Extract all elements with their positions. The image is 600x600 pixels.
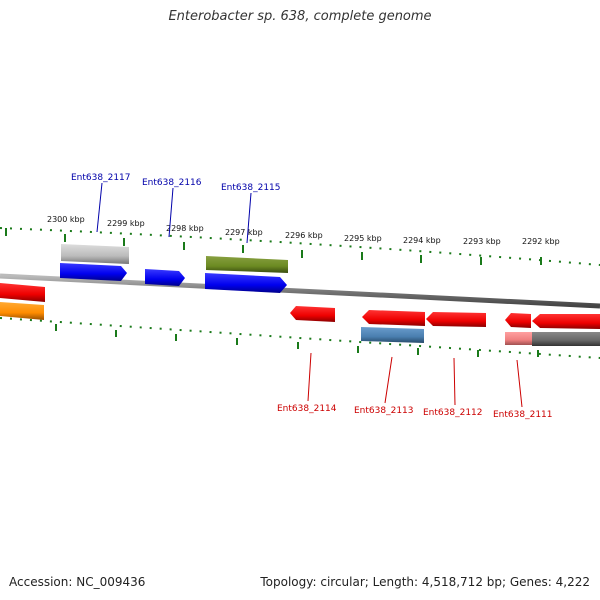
scale-label: 2300 kbp <box>47 215 85 224</box>
scale-label: 2293 kbp <box>463 237 501 246</box>
gene-arrow-ent638-2113 <box>362 310 425 326</box>
gene-arrow-ent638-2112 <box>426 312 486 327</box>
map-title: Enterobacter sp. 638, complete genome <box>168 9 432 24</box>
scale-label: 2297 kbp <box>225 228 263 237</box>
gene-label: Ent638_2112 <box>423 408 483 418</box>
gene-arrow-right-red <box>532 314 600 329</box>
bottom-label-leaders <box>307 352 523 408</box>
outer-major-ticks <box>5 228 542 265</box>
top-label-leaders <box>96 182 252 244</box>
bottom-gene-labels: Ent638_2114 Ent638_2113 Ent638_2112 Ent6… <box>277 404 553 420</box>
gene-arrow-left-orange <box>0 302 44 320</box>
scale-label: 2292 kbp <box>522 237 560 246</box>
scale-label: 2296 kbp <box>285 231 323 240</box>
inner-scale-dots <box>0 317 600 359</box>
gene-arrow-ent638-2114 <box>290 306 335 322</box>
gene-arrow-ent638-2117 <box>60 263 127 281</box>
gene-arrow-left-red <box>0 283 45 302</box>
scale-label: 2299 kbp <box>107 219 145 228</box>
outer-scale-dots <box>0 227 600 266</box>
gene-arrow-ent638-2115 <box>205 273 287 293</box>
gene-label: Ent638_2115 <box>221 183 281 193</box>
feature-grey <box>61 244 129 264</box>
gene-label: Ent638_2117 <box>71 173 131 183</box>
feature-dark-grey <box>532 332 600 346</box>
feature-pink <box>505 332 532 345</box>
scale-label: 2295 kbp <box>344 234 382 243</box>
scale-label: 2298 kbp <box>166 224 204 233</box>
top-gene-labels: Ent638_2117 Ent638_2116 Ent638_2115 <box>71 173 281 193</box>
gene-label: Ent638_2111 <box>493 410 553 420</box>
gene-arrow-ent638-2111 <box>505 313 531 328</box>
inner-major-ticks <box>55 324 539 357</box>
genome-summary-text: Topology: circular; Length: 4,518,712 bp… <box>260 575 590 589</box>
gene-label: Ent638_2114 <box>277 404 337 414</box>
gene-arrow-ent638-2116 <box>145 269 185 286</box>
genome-backbone <box>0 273 600 309</box>
scale-label: 2294 kbp <box>403 236 441 245</box>
accession-text: Accession: NC_009436 <box>9 575 146 589</box>
plus-strand-track <box>0 244 288 320</box>
minus-strand-track <box>290 306 600 346</box>
feature-steel <box>361 327 424 343</box>
scale-labels: 2300 kbp 2299 kbp 2298 kbp 2297 kbp 2296… <box>47 215 560 246</box>
feature-olive <box>206 256 288 273</box>
gene-label: Ent638_2113 <box>354 406 414 416</box>
gene-label: Ent638_2116 <box>142 178 202 188</box>
